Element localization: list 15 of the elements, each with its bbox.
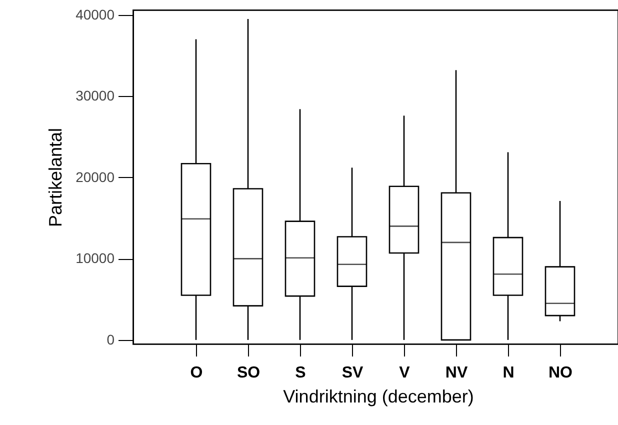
x-tick-label: N — [502, 364, 514, 382]
y-tick-label: 40000 — [76, 6, 115, 22]
x-tick-label: NO — [548, 364, 572, 382]
x-tick-label: S — [295, 364, 306, 382]
y-tick-label: 0 — [106, 331, 115, 348]
x-axis-title: Vindriktning (december) — [283, 386, 474, 406]
x-tick-label: NV — [445, 364, 468, 382]
y-axis-title: Partikelantal — [46, 128, 66, 228]
x-tick-label: SV — [342, 364, 364, 382]
y-tick-label: 10000 — [76, 250, 115, 266]
x-tick-label: SO — [236, 364, 260, 382]
y-tick-label: 20000 — [76, 168, 115, 185]
x-tick-label: V — [399, 364, 410, 382]
x-tick-label: O — [190, 364, 203, 382]
y-tick-label: 30000 — [76, 88, 115, 104]
